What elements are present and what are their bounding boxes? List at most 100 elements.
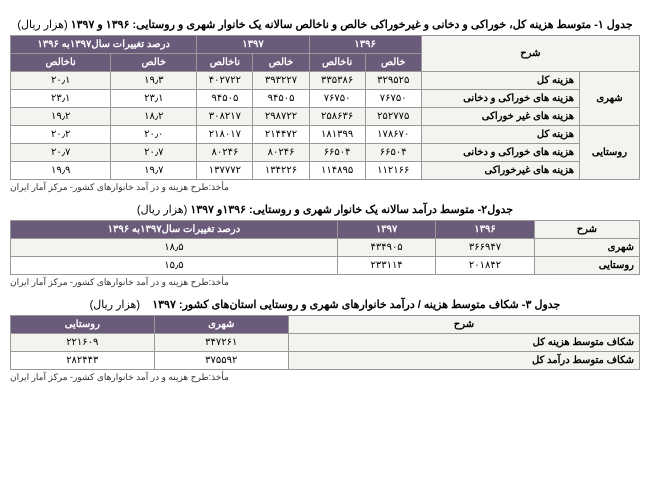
table1-title: جدول ۱- متوسط هزینه کل، خوراکی و دخانی و… (10, 18, 640, 31)
cell: ۱۸٫۵ (11, 239, 338, 257)
cell: ۲۳۳۱۱۴ (337, 257, 435, 275)
t2-r0-label: شهری (534, 239, 639, 257)
t2-h-desc: شرح (534, 221, 639, 239)
t1-r5-label: هزینه های غیرخوراکی (421, 162, 579, 180)
t1-r1-label: هزینه های خوراکی و دخانی (421, 90, 579, 108)
table1-source: مأخذ:طرح هزینه و در آمد خانوارهای کشور- … (10, 182, 640, 193)
table-row: شکاف متوسط هزینه کل ۳۴۷۲۶۱ ۲۲۱۶۰۹ (11, 334, 640, 352)
cell: ۲۱۸۰۱۷ (197, 126, 253, 144)
cell: ۳۷۵۵۹۲ (154, 352, 288, 370)
t1-h-khales: خالص (365, 54, 421, 72)
cell: ۳۹۳۲۲۷ (253, 72, 309, 90)
cell: ۲۰٫۷ (11, 144, 111, 162)
table3: شرح شهری روستایی شکاف متوسط هزینه کل ۳۴۷… (10, 315, 640, 370)
table-row: روستایی ۲۰۱۸۴۲ ۲۳۳۱۱۴ ۱۵٫۵ (11, 257, 640, 275)
table1-title-text: جدول ۱- متوسط هزینه کل، خوراکی و دخانی و… (71, 19, 633, 31)
cell: ۱۹٫۹ (11, 162, 111, 180)
cell: ۱۹٫۲ (11, 108, 111, 126)
t3-h-urban: شهری (154, 316, 288, 334)
cell: ۲۳٫۱ (111, 90, 197, 108)
t1-r0-label: هزینه کل (421, 72, 579, 90)
t1-cat-rural: روستایی (580, 126, 640, 180)
table2: شرح ۱۳۹۶ ۱۳۹۷ درصد تغییرات سال۱۳۹۷به ۱۳۹… (10, 220, 640, 275)
table-row: شهری ۳۶۶۹۴۷ ۴۳۴۹۰۵ ۱۸٫۵ (11, 239, 640, 257)
cell: ۹۴۵۰۵ (197, 90, 253, 108)
t2-h-1397: ۱۳۹۷ (337, 221, 435, 239)
table1-unit: (هزار ریال) (17, 19, 67, 31)
cell: ۱۳۷۷۷۲ (197, 162, 253, 180)
table3-source: مأخذ:طرح هزینه و در آمد خانوارهای کشور- … (10, 372, 640, 383)
cell: ۳۴۷۲۶۱ (154, 334, 288, 352)
cell: ۲۲۱۶۰۹ (11, 334, 155, 352)
cell: ۳۳۵۳۸۶ (309, 72, 365, 90)
table2-source: مأخذ:طرح هزینه و در آمد خانوارهای کشور- … (10, 277, 640, 288)
cell: ۹۴۵۰۵ (253, 90, 309, 108)
cell: ۱۱۲۱۶۶ (365, 162, 421, 180)
table3-unit: (هزار ریال) (90, 299, 140, 311)
t3-h-desc: شرح (288, 316, 639, 334)
cell: ۱۸۱۳۹۹ (309, 126, 365, 144)
t2-h-change: درصد تغییرات سال۱۳۹۷به ۱۳۹۶ (11, 221, 338, 239)
table3-title: جدول ۳- شکاف متوسط هزینه / درآمد خانواره… (10, 298, 640, 311)
cell: ۱۵٫۵ (11, 257, 338, 275)
table-row: روستایی هزینه کل ۱۷۸۶۷۰ ۱۸۱۳۹۹ ۲۱۴۴۷۲ ۲۱… (11, 126, 640, 144)
cell: ۳۰۸۲۱۷ (197, 108, 253, 126)
t1-h-nakhales3: ناخالص (11, 54, 111, 72)
table2-unit: (هزار ریال) (137, 204, 187, 216)
t1-h-khales3: خالص (111, 54, 197, 72)
cell: ۶۶۵۰۴ (365, 144, 421, 162)
cell: ۲۸۲۴۴۳ (11, 352, 155, 370)
cell: ۲۵۸۶۳۶ (309, 108, 365, 126)
t1-cat-urban: شهری (580, 72, 640, 126)
cell: ۴۳۴۹۰۵ (337, 239, 435, 257)
cell: ۲۰۱۸۴۲ (436, 257, 534, 275)
table-row: هزینه های غیرخوراکی ۱۱۲۱۶۶ ۱۱۴۸۹۵ ۱۳۴۲۲۶… (11, 162, 640, 180)
t1-h-1396: ۱۳۹۶ (309, 36, 421, 54)
cell: ۷۶۷۵۰ (309, 90, 365, 108)
cell: ۱۱۴۸۹۵ (309, 162, 365, 180)
t1-h-nakhales2: ناخالص (197, 54, 253, 72)
table2-title: جدول۲- متوسط درآمد سالانه یک خانوار شهری… (10, 203, 640, 216)
cell: ۳۲۹۵۲۵ (365, 72, 421, 90)
t2-r1-label: روستایی (534, 257, 639, 275)
cell: ۲۰٫۱ (11, 72, 111, 90)
cell: ۲۰٫۷ (111, 144, 197, 162)
cell: ۷۶۷۵۰ (365, 90, 421, 108)
cell: ۲۰٫۲ (11, 126, 111, 144)
t1-h-1397: ۱۳۹۷ (197, 36, 309, 54)
cell: ۱۹٫۷ (111, 162, 197, 180)
cell: ۸۰۲۴۶ (197, 144, 253, 162)
table-row: شکاف متوسط درآمد کل ۳۷۵۵۹۲ ۲۸۲۴۴۳ (11, 352, 640, 370)
table2-title-text: جدول۲- متوسط درآمد سالانه یک خانوار شهری… (190, 204, 513, 216)
cell: ۳۶۶۹۴۷ (436, 239, 534, 257)
t1-h-nakhales: ناخالص (309, 54, 365, 72)
t1-r2-label: هزینه های غیر خوراکی (421, 108, 579, 126)
t1-r4-label: هزینه های خوراکی و دخانی (421, 144, 579, 162)
cell: ۲۱۴۴۷۲ (253, 126, 309, 144)
t3-r0-label: شکاف متوسط هزینه کل (288, 334, 639, 352)
t2-h-1396: ۱۳۹۶ (436, 221, 534, 239)
table3-title-text: جدول ۳- شکاف متوسط هزینه / درآمد خانواره… (152, 299, 560, 311)
table-row: هزینه های خوراکی و دخانی ۶۶۵۰۴ ۶۶۵۰۴ ۸۰۲… (11, 144, 640, 162)
cell: ۶۶۵۰۴ (309, 144, 365, 162)
cell: ۸۰۲۴۶ (253, 144, 309, 162)
table-row: شهری هزینه کل ۳۲۹۵۲۵ ۳۳۵۳۸۶ ۳۹۳۲۲۷ ۴۰۲۷۲… (11, 72, 640, 90)
t3-h-rural: روستایی (11, 316, 155, 334)
t3-r1-label: شکاف متوسط درآمد کل (288, 352, 639, 370)
cell: ۱۸٫۲ (111, 108, 197, 126)
cell: ۲۹۸۷۲۲ (253, 108, 309, 126)
t1-h-change: درصد تغییرات سال۱۳۹۷به ۱۳۹۶ (11, 36, 197, 54)
table-row: هزینه های غیر خوراکی ۲۵۲۷۷۵ ۲۵۸۶۳۶ ۲۹۸۷۲… (11, 108, 640, 126)
table1: شرح ۱۳۹۶ ۱۳۹۷ درصد تغییرات سال۱۳۹۷به ۱۳۹… (10, 35, 640, 180)
cell: ۲۳٫۱ (11, 90, 111, 108)
cell: ۴۰۲۷۲۲ (197, 72, 253, 90)
cell: ۱۹٫۳ (111, 72, 197, 90)
t1-r3-label: هزینه کل (421, 126, 579, 144)
cell: ۱۳۴۲۲۶ (253, 162, 309, 180)
cell: ۱۷۸۶۷۰ (365, 126, 421, 144)
t1-h-khales2: خالص (253, 54, 309, 72)
table-row: هزینه های خوراکی و دخانی ۷۶۷۵۰ ۷۶۷۵۰ ۹۴۵… (11, 90, 640, 108)
t1-h-desc: شرح (421, 36, 639, 72)
cell: ۲۵۲۷۷۵ (365, 108, 421, 126)
cell: ۲۰٫۰ (111, 126, 197, 144)
